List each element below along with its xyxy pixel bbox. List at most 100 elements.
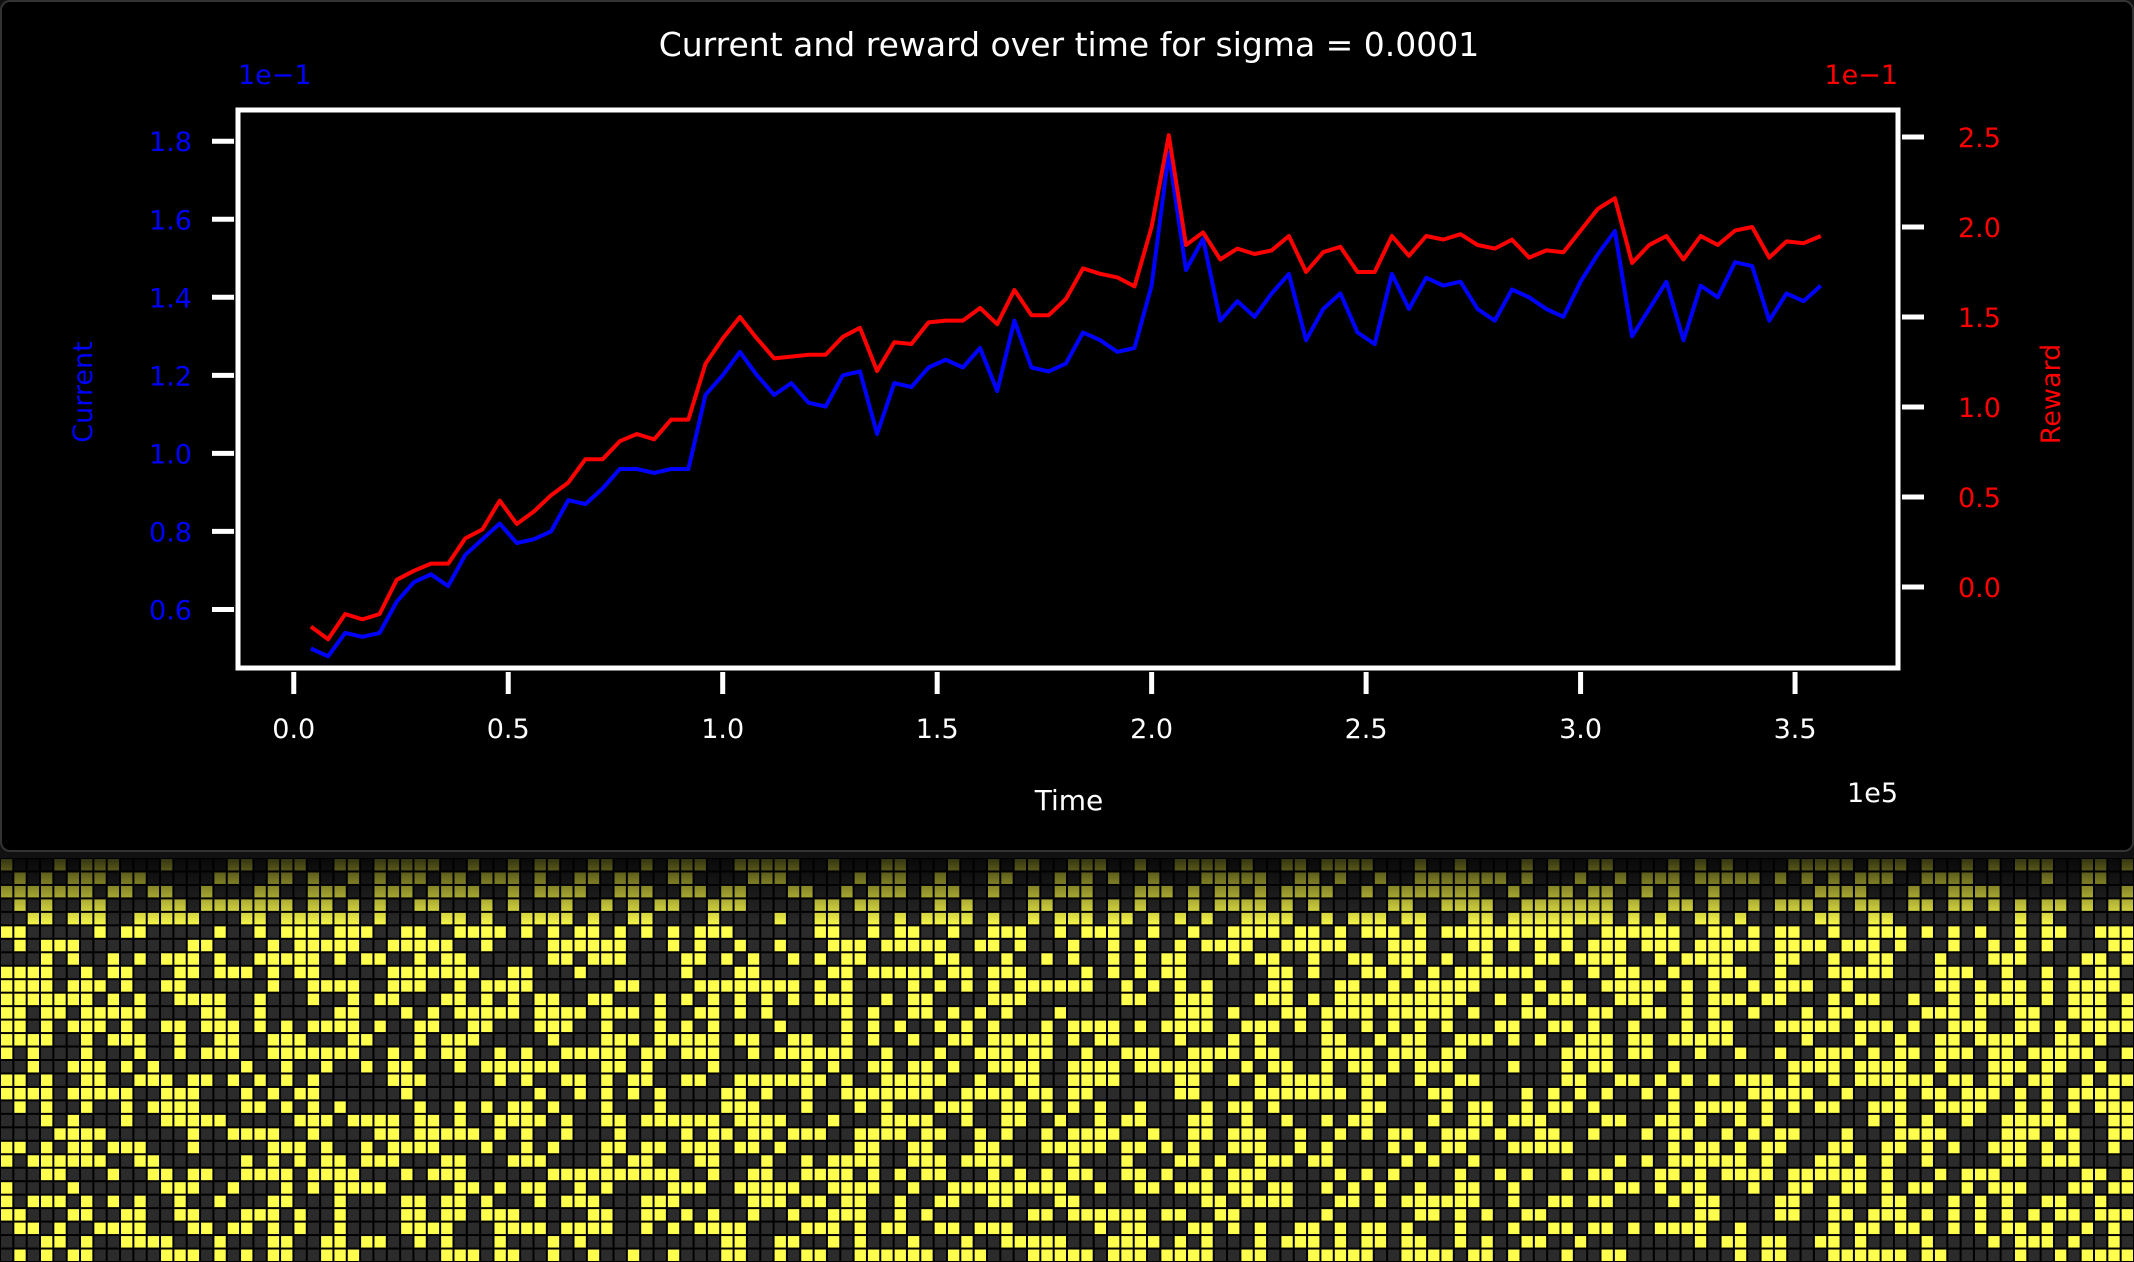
- grid-cell: [1974, 1155, 1987, 1167]
- grid-cell: [2121, 885, 2133, 898]
- grid-cell: [601, 1074, 613, 1086]
- grid-cell: [467, 1209, 480, 1221]
- grid-cell: [1788, 1195, 1800, 1208]
- grid-cell: [1268, 1061, 1280, 1073]
- grid-cell: [1681, 966, 1693, 979]
- grid-cell: [694, 1168, 706, 1181]
- grid-cell: [894, 980, 906, 992]
- grid-cell: [627, 1249, 640, 1261]
- grid-cell: [1441, 899, 1453, 911]
- grid-cell: [534, 1195, 546, 1208]
- grid-cell: [441, 1195, 453, 1208]
- grid-cell: [414, 1155, 426, 1167]
- grid-cell: [254, 1101, 266, 1113]
- grid-cell: [947, 859, 960, 871]
- grid-cell: [1201, 899, 1213, 911]
- grid-cell: [854, 1168, 866, 1181]
- grid-cell: [14, 1155, 26, 1167]
- grid-cell: [1948, 1061, 1960, 1073]
- grid-cell: [2121, 926, 2133, 938]
- grid-cell: [2094, 1236, 2107, 1248]
- grid-cell: [1148, 1047, 1160, 1059]
- grid-cell: [1201, 1101, 1213, 1113]
- grid-cell: [1174, 1155, 1187, 1167]
- grid-cell: [1841, 912, 1853, 925]
- grid-cell: [1961, 1222, 1973, 1235]
- grid-cell: [41, 1034, 53, 1046]
- grid-cell: [894, 1128, 906, 1140]
- grid-cell: [1081, 872, 1093, 884]
- grid-cell: [81, 1020, 93, 1033]
- grid-cell: [1068, 1128, 1080, 1140]
- grid-cell: [147, 939, 160, 952]
- grid-cell: [1414, 1168, 1427, 1181]
- grid-cell: [134, 1020, 146, 1033]
- grid-cell: [334, 993, 346, 1006]
- grid-cell: [534, 885, 546, 898]
- grid-cell: [574, 1155, 586, 1167]
- grid-cell: [1014, 1168, 1026, 1181]
- grid-cell: [1708, 926, 1720, 938]
- grid-cell: [27, 1007, 40, 1019]
- grid-cell: [2108, 872, 2120, 884]
- grid-cell: [134, 926, 146, 938]
- grid-cell: [2028, 1020, 2040, 1033]
- grid-cell: [2014, 1074, 2027, 1086]
- grid-cell: [401, 899, 413, 911]
- grid-cell: [574, 953, 586, 965]
- grid-cell: [14, 885, 26, 898]
- grid-cell: [521, 993, 533, 1006]
- grid-cell: [587, 1034, 600, 1046]
- grid-cell: [854, 1128, 866, 1140]
- grid-cell: [1454, 1236, 1467, 1248]
- grid-cell: [1241, 980, 1253, 992]
- grid-cell: [41, 1155, 53, 1167]
- grid-cell: [1774, 912, 1787, 925]
- grid-cell: [2121, 1209, 2133, 1221]
- grid-cell: [1441, 1195, 1453, 1208]
- grid-cell: [1414, 1020, 1427, 1033]
- grid-cell: [1148, 899, 1160, 911]
- grid-cell: [574, 926, 586, 938]
- grid-cell: [187, 980, 200, 992]
- grid-cell: [1708, 912, 1720, 925]
- grid-cell: [1668, 1101, 1680, 1113]
- grid-cell: [1681, 1209, 1693, 1221]
- grid-cell: [1734, 993, 1747, 1006]
- grid-cell: [1468, 1020, 1480, 1033]
- grid-cell: [441, 1222, 453, 1235]
- grid-cell: [1601, 926, 1613, 938]
- grid-cell: [707, 899, 720, 911]
- grid-cell: [254, 926, 266, 938]
- grid-cell: [1174, 1047, 1187, 1059]
- grid-cell: [734, 1209, 746, 1221]
- grid-cell: [1001, 1168, 1013, 1181]
- grid-cell: [774, 1114, 786, 1127]
- grid-cell: [1628, 1209, 1640, 1221]
- grid-cell: [1921, 885, 1933, 898]
- grid-cell: [334, 1101, 346, 1113]
- grid-cell: [2121, 953, 2133, 965]
- grid-cell: [454, 1141, 466, 1154]
- grid-cell: [147, 966, 160, 979]
- grid-cell: [454, 1020, 466, 1033]
- grid-cell: [134, 1101, 146, 1113]
- grid-cell: [494, 926, 506, 938]
- grid-cell: [1121, 966, 1133, 979]
- grid-cell: [854, 1209, 866, 1221]
- grid-cell: [521, 885, 533, 898]
- grid-cell: [2001, 912, 2013, 925]
- grid-cell: [1174, 1141, 1187, 1154]
- grid-cell: [41, 1222, 53, 1235]
- grid-cell: [121, 926, 133, 938]
- grid-cell: [987, 1034, 1000, 1046]
- grid-cell: [1428, 966, 1440, 979]
- grid-cell: [1908, 1222, 1920, 1235]
- grid-cell: [254, 1007, 266, 1019]
- grid-cell: [2014, 1128, 2027, 1140]
- grid-cell: [1574, 1047, 1587, 1059]
- grid-cell: [1948, 1034, 1960, 1046]
- grid-cell: [227, 1141, 240, 1154]
- grid-cell: [307, 885, 320, 898]
- grid-cell: [1174, 1182, 1187, 1194]
